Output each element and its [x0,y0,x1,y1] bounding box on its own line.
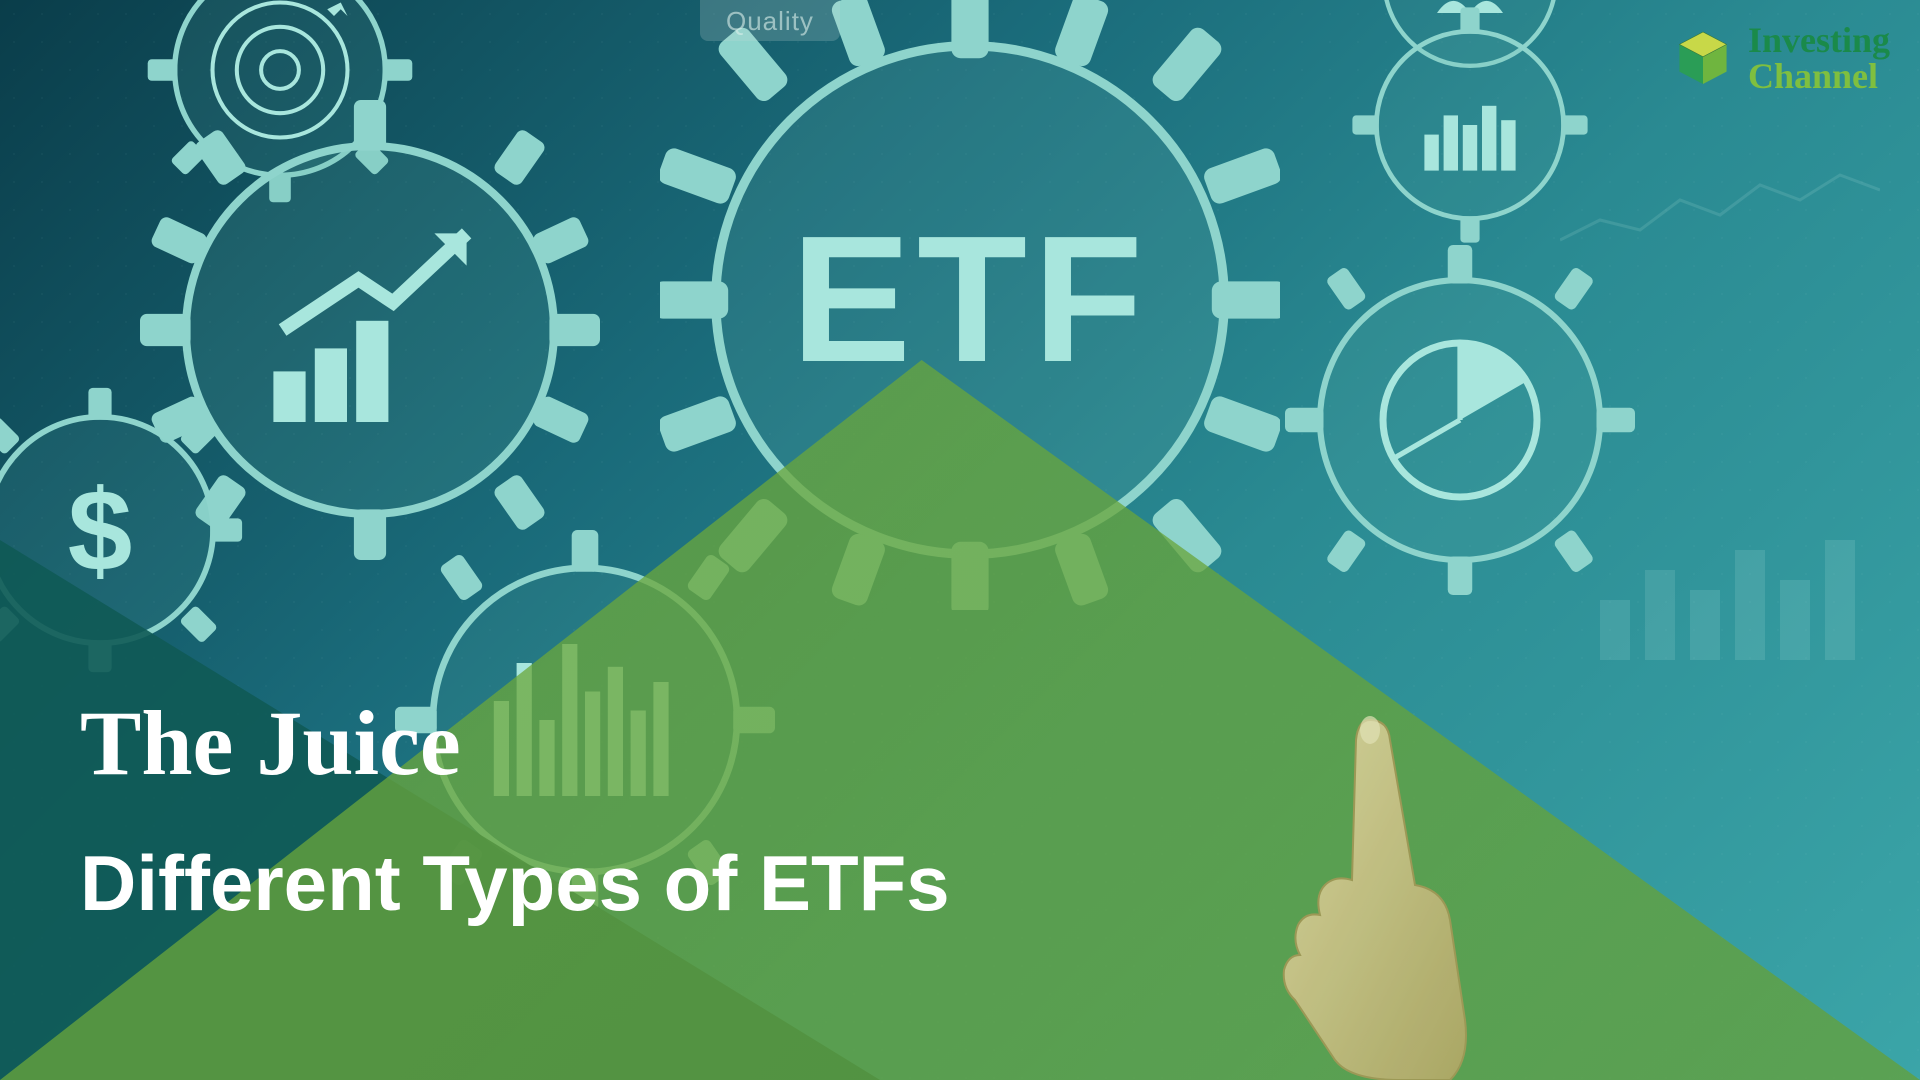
etf-label: ETF [791,196,1149,403]
title-main: The Juice [80,690,950,796]
pointing-hand-icon [1240,700,1500,1080]
gear-bars [1350,5,1590,245]
slide-canvas: $ [0,0,1920,1080]
cube-icon [1672,27,1734,89]
quality-label: Quality [726,6,814,36]
quality-tab: Quality [700,0,840,41]
gear-etf-label-wrap: ETF [747,77,1193,523]
gear-pie [1285,245,1635,595]
ghost-bar-chart [1600,520,1900,660]
logo-line1: Investing [1748,22,1890,58]
brand-logo: Investing Channel [1672,22,1890,94]
title-block: The Juice Different Types of ETFs [80,690,950,929]
logo-line2: Channel [1748,58,1890,94]
title-sub: Different Types of ETFs [80,838,950,929]
logo-text: Investing Channel [1748,22,1890,94]
